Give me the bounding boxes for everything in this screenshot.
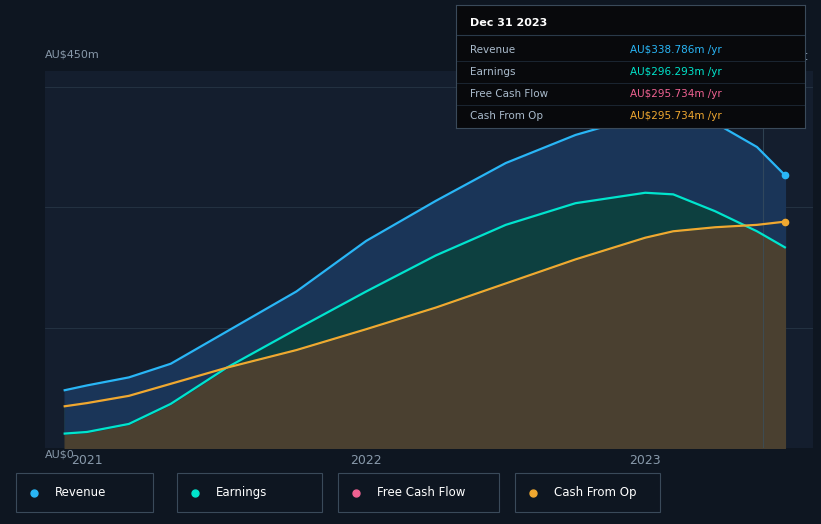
Text: AU$0: AU$0 [45, 450, 75, 460]
FancyBboxPatch shape [515, 473, 660, 512]
Text: Dec 31 2023: Dec 31 2023 [470, 17, 547, 28]
Text: Cash From Op: Cash From Op [553, 486, 636, 499]
Text: AU$450m: AU$450m [45, 49, 100, 59]
Text: Free Cash Flow: Free Cash Flow [377, 486, 465, 499]
Text: Cash From Op: Cash From Op [470, 111, 543, 121]
FancyBboxPatch shape [338, 473, 499, 512]
FancyBboxPatch shape [177, 473, 322, 512]
Text: Free Cash Flow: Free Cash Flow [470, 89, 548, 99]
Text: AU$295.734m /yr: AU$295.734m /yr [631, 89, 722, 99]
Text: AU$338.786m /yr: AU$338.786m /yr [631, 45, 722, 54]
Text: Revenue: Revenue [470, 45, 515, 54]
Text: Revenue: Revenue [55, 486, 106, 499]
Text: Earnings: Earnings [216, 486, 267, 499]
Text: Earnings: Earnings [470, 67, 515, 77]
FancyBboxPatch shape [16, 473, 153, 512]
Text: Past: Past [784, 50, 809, 63]
Text: AU$296.293m /yr: AU$296.293m /yr [631, 67, 722, 77]
Text: AU$295.734m /yr: AU$295.734m /yr [631, 111, 722, 121]
